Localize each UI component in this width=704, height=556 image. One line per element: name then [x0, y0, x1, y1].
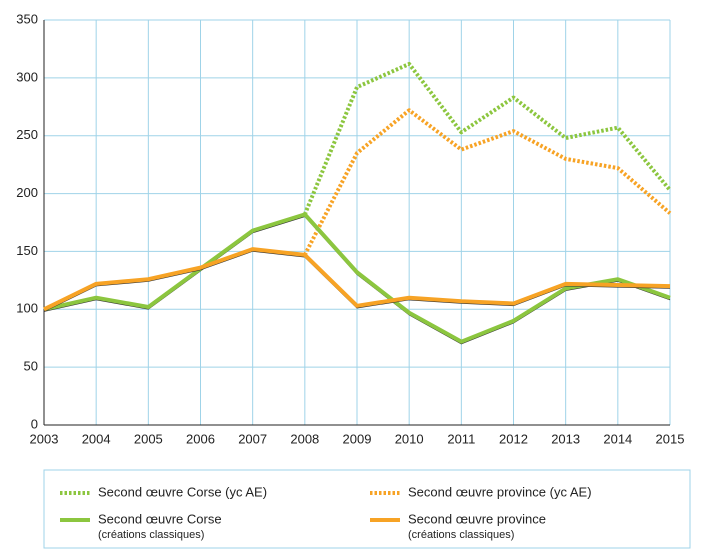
- legend-box: [43, 469, 691, 549]
- dotted-line: [303, 108, 672, 256]
- legend-label: Second œuvre province (yc AE): [408, 484, 592, 499]
- x-tick-label: 2011: [447, 431, 475, 446]
- y-tick-label: 350: [16, 11, 38, 26]
- x-tick-label: 2010: [395, 431, 424, 446]
- legend-label: Second œuvre Corse (yc AE): [98, 484, 267, 499]
- y-tick-label: 200: [16, 185, 38, 200]
- y-tick-label: 300: [16, 69, 38, 84]
- x-tick-label: 2006: [186, 431, 215, 446]
- x-tick-label: 2014: [603, 431, 632, 446]
- x-tick-label: 2013: [551, 431, 580, 446]
- legend-label: Second œuvre province: [408, 511, 546, 526]
- legend-note: (créations classiques): [408, 529, 514, 541]
- x-tick-label: 2007: [238, 431, 267, 446]
- x-tick-label: 2015: [656, 431, 685, 446]
- x-tick-label: 2008: [290, 431, 319, 446]
- x-tick-label: 2012: [499, 431, 528, 446]
- y-tick-label: 0: [31, 416, 38, 431]
- y-tick-label: 50: [24, 359, 38, 374]
- legend-label: Second œuvre Corse: [98, 511, 222, 526]
- x-tick-label: 2005: [134, 431, 163, 446]
- dotted-line: [302, 61, 672, 216]
- line: [43, 247, 671, 312]
- line: [43, 212, 671, 344]
- x-tick-label: 2009: [343, 431, 372, 446]
- x-tick-label: 2003: [30, 431, 59, 446]
- y-tick-label: 150: [16, 243, 38, 258]
- y-tick-label: 250: [16, 127, 38, 142]
- legend-note: (créations classiques): [98, 529, 204, 541]
- x-tick-label: 2004: [82, 431, 111, 446]
- y-tick-label: 100: [16, 301, 38, 316]
